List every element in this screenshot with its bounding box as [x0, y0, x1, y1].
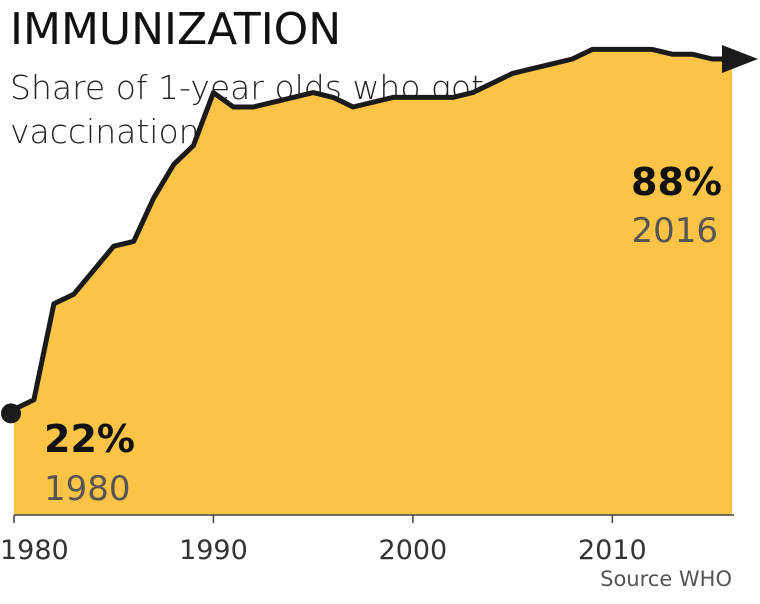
end-arrow-marker	[722, 45, 758, 73]
x-tick-label: 2010	[578, 535, 647, 566]
start-year-label: 1980	[44, 469, 131, 509]
x-tick-label: 1990	[179, 535, 248, 566]
source-note: Source WHO	[600, 567, 732, 591]
x-tick-label: 1980	[0, 535, 69, 566]
chart-title: IMMUNIZATION	[10, 4, 342, 55]
area-fill	[14, 49, 732, 516]
series-line	[12, 46, 732, 412]
x-tick-label: 2000	[379, 535, 448, 566]
x-axis-ticks: 1980 1990 2000 2010	[0, 515, 647, 566]
start-value-label: 22%	[44, 417, 135, 461]
end-value-label: 88%	[631, 160, 722, 204]
end-year-label: 2016	[631, 211, 718, 251]
start-point-marker	[1, 403, 21, 424]
